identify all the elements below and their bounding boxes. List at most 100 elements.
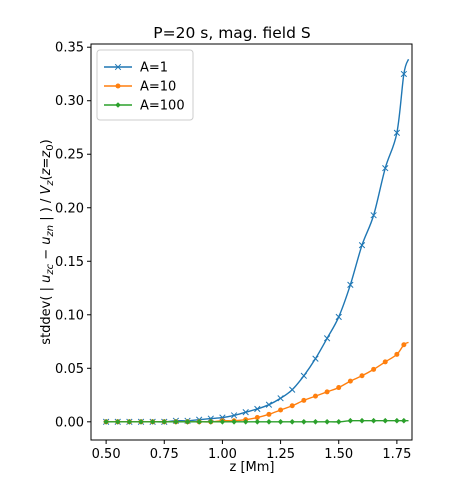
data-point <box>289 403 295 409</box>
data-point <box>358 242 366 249</box>
data-point <box>173 419 179 425</box>
data-point <box>219 419 226 425</box>
x-tick-label: 1.25 <box>266 447 295 462</box>
y-label-ub-sub: zn <box>45 225 56 238</box>
y-label-middle: | ) / <box>39 195 54 225</box>
y-tick-label: 0.25 <box>55 148 84 163</box>
data-point <box>242 419 249 425</box>
data-point <box>347 281 354 288</box>
data-point <box>103 419 109 425</box>
data-point <box>161 419 168 425</box>
chart-title: P=20 s, mag. field S <box>153 24 310 42</box>
x-axis: 0.50 0.75 1.00 1.25 1.50 1.75 <box>92 440 411 462</box>
data-point <box>335 419 342 425</box>
y-label-close: ) <box>39 139 54 144</box>
x-tick-label: 1.50 <box>324 447 353 462</box>
data-point <box>359 417 365 424</box>
y-axis: 0.00 0.05 0.10 0.15 0.20 0.25 0.30 0.35 <box>55 41 91 430</box>
data-point <box>336 385 342 391</box>
legend-marker <box>115 83 121 89</box>
data-point <box>278 407 284 413</box>
data-point <box>230 412 238 419</box>
x-tick-label: 0.50 <box>92 447 121 462</box>
data-point <box>393 129 401 136</box>
data-point <box>242 409 249 416</box>
x-axis-label: z [Mm] <box>230 460 275 475</box>
data-point <box>347 417 354 424</box>
data-point <box>149 419 156 425</box>
data-point <box>359 373 365 379</box>
y-tick-label: 0.10 <box>55 308 84 323</box>
data-point <box>324 389 330 395</box>
y-label-ua: u <box>39 275 54 283</box>
series-a-10 <box>103 341 409 425</box>
legend-entry: A=10 <box>104 80 176 95</box>
series-layer <box>102 58 410 425</box>
y-tick-label: 0.15 <box>55 255 84 270</box>
y-tick-label: 0.20 <box>55 201 84 216</box>
y-tick-label: 0.05 <box>55 362 84 377</box>
y-axis-label: stddev( | uzc − uzn | ) / Vz(z=z0) <box>39 139 56 344</box>
data-point <box>289 386 296 393</box>
data-point <box>254 405 261 413</box>
legend-marker <box>114 63 122 71</box>
y-label-ua-sub: zc <box>45 263 56 275</box>
y-label-arg: z=z <box>39 150 54 177</box>
data-point <box>324 419 330 425</box>
data-point <box>312 393 318 399</box>
data-point <box>335 313 342 321</box>
data-point <box>266 419 272 425</box>
data-point <box>394 351 400 357</box>
data-point <box>114 419 121 425</box>
data-point <box>277 419 284 425</box>
data-point <box>370 417 377 424</box>
data-point <box>207 419 214 425</box>
data-point <box>184 419 191 425</box>
y-label-open: ( <box>39 175 54 180</box>
plot-frame <box>90 43 413 441</box>
x-tick-label: 1.75 <box>382 447 411 462</box>
data-point <box>347 378 353 384</box>
data-point <box>300 372 307 379</box>
legend-marker <box>115 102 121 108</box>
legend-entry: A=1 <box>104 61 168 76</box>
data-point <box>126 419 133 425</box>
y-label-minus: − <box>39 245 54 264</box>
data-point <box>265 401 273 408</box>
y-label-v: V <box>39 185 54 195</box>
y-label-prefix: stddev( | <box>39 283 54 345</box>
series-line <box>106 419 409 423</box>
data-point <box>301 397 307 403</box>
data-point <box>401 342 407 348</box>
data-point <box>254 415 260 421</box>
data-point <box>301 419 307 425</box>
data-point <box>312 355 319 362</box>
data-point <box>254 419 261 425</box>
data-point <box>382 164 389 172</box>
legend-label: A=1 <box>140 61 168 76</box>
y-label-arg-sub: 0 <box>45 144 56 150</box>
data-point <box>401 417 407 424</box>
y-tick-label: 0.35 <box>55 41 84 56</box>
data-point <box>394 417 400 424</box>
y-label-v-sub: z <box>45 180 56 187</box>
legend-entry: A=100 <box>104 99 185 114</box>
plot-area <box>90 43 413 441</box>
y-label-ub: u <box>39 236 54 244</box>
y-tick-label: 0.30 <box>55 94 84 109</box>
legend-label: A=10 <box>140 80 176 95</box>
series-a-100 <box>103 417 409 425</box>
data-point <box>371 366 377 372</box>
data-point <box>382 359 388 365</box>
data-point <box>196 419 202 425</box>
data-point <box>323 335 331 342</box>
x-tick-label: 1.00 <box>208 447 237 462</box>
legend: A=1 A=10 A=100 <box>96 49 194 121</box>
data-point <box>312 419 319 425</box>
data-point <box>277 395 284 402</box>
data-point <box>289 419 296 425</box>
data-point <box>231 419 237 425</box>
data-point <box>138 419 144 425</box>
x-tick-label: 0.75 <box>150 447 179 462</box>
